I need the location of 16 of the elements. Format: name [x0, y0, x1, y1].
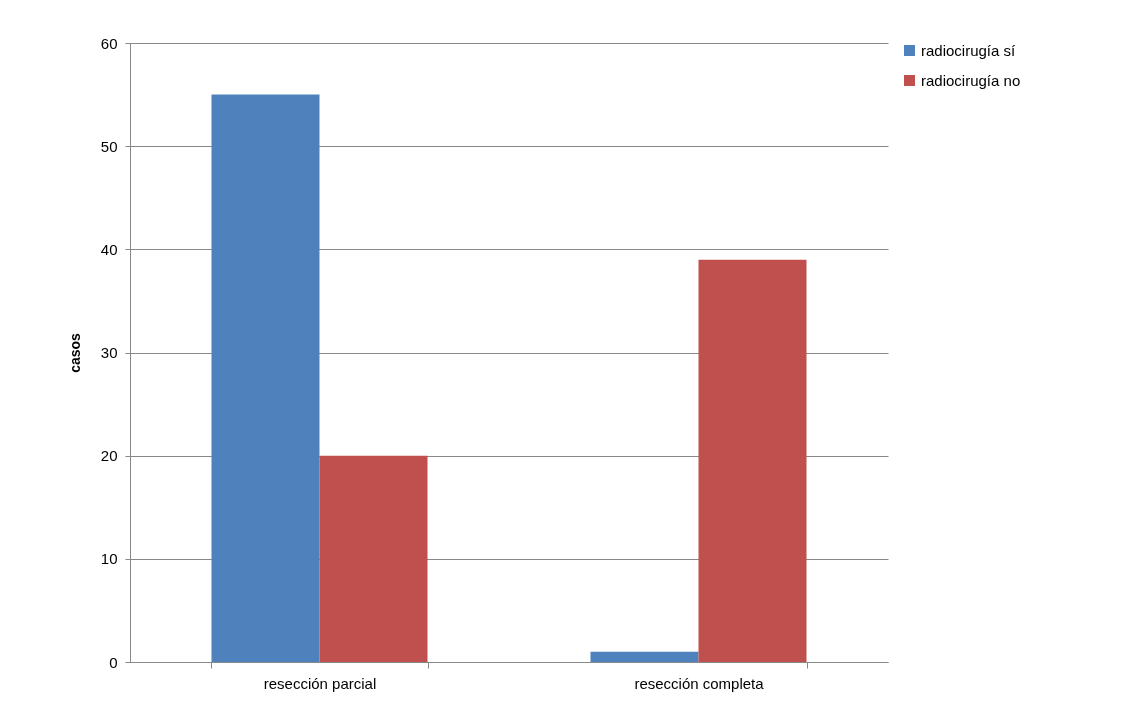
- legend-label: radiocirugía no: [921, 71, 1021, 89]
- bar: [211, 94, 320, 662]
- x-tick-label: resección parcial: [263, 674, 377, 692]
- y-tick-label: 30: [100, 344, 118, 361]
- y-tick-label: 50: [100, 137, 118, 155]
- y-tick-label: 20: [100, 447, 118, 465]
- bar: [698, 259, 807, 662]
- bar: [319, 455, 428, 662]
- legend-label: radiocirugía sí: [921, 41, 1017, 59]
- bar: [590, 651, 699, 662]
- y-tick-label: 40: [100, 240, 118, 258]
- y-tick-label: 60: [100, 34, 118, 52]
- y-tick-label: 0: [109, 653, 118, 671]
- y-axis-title: casos: [66, 332, 83, 373]
- y-tick-label: 10: [100, 550, 118, 568]
- x-tick-label: resección completa: [634, 674, 765, 692]
